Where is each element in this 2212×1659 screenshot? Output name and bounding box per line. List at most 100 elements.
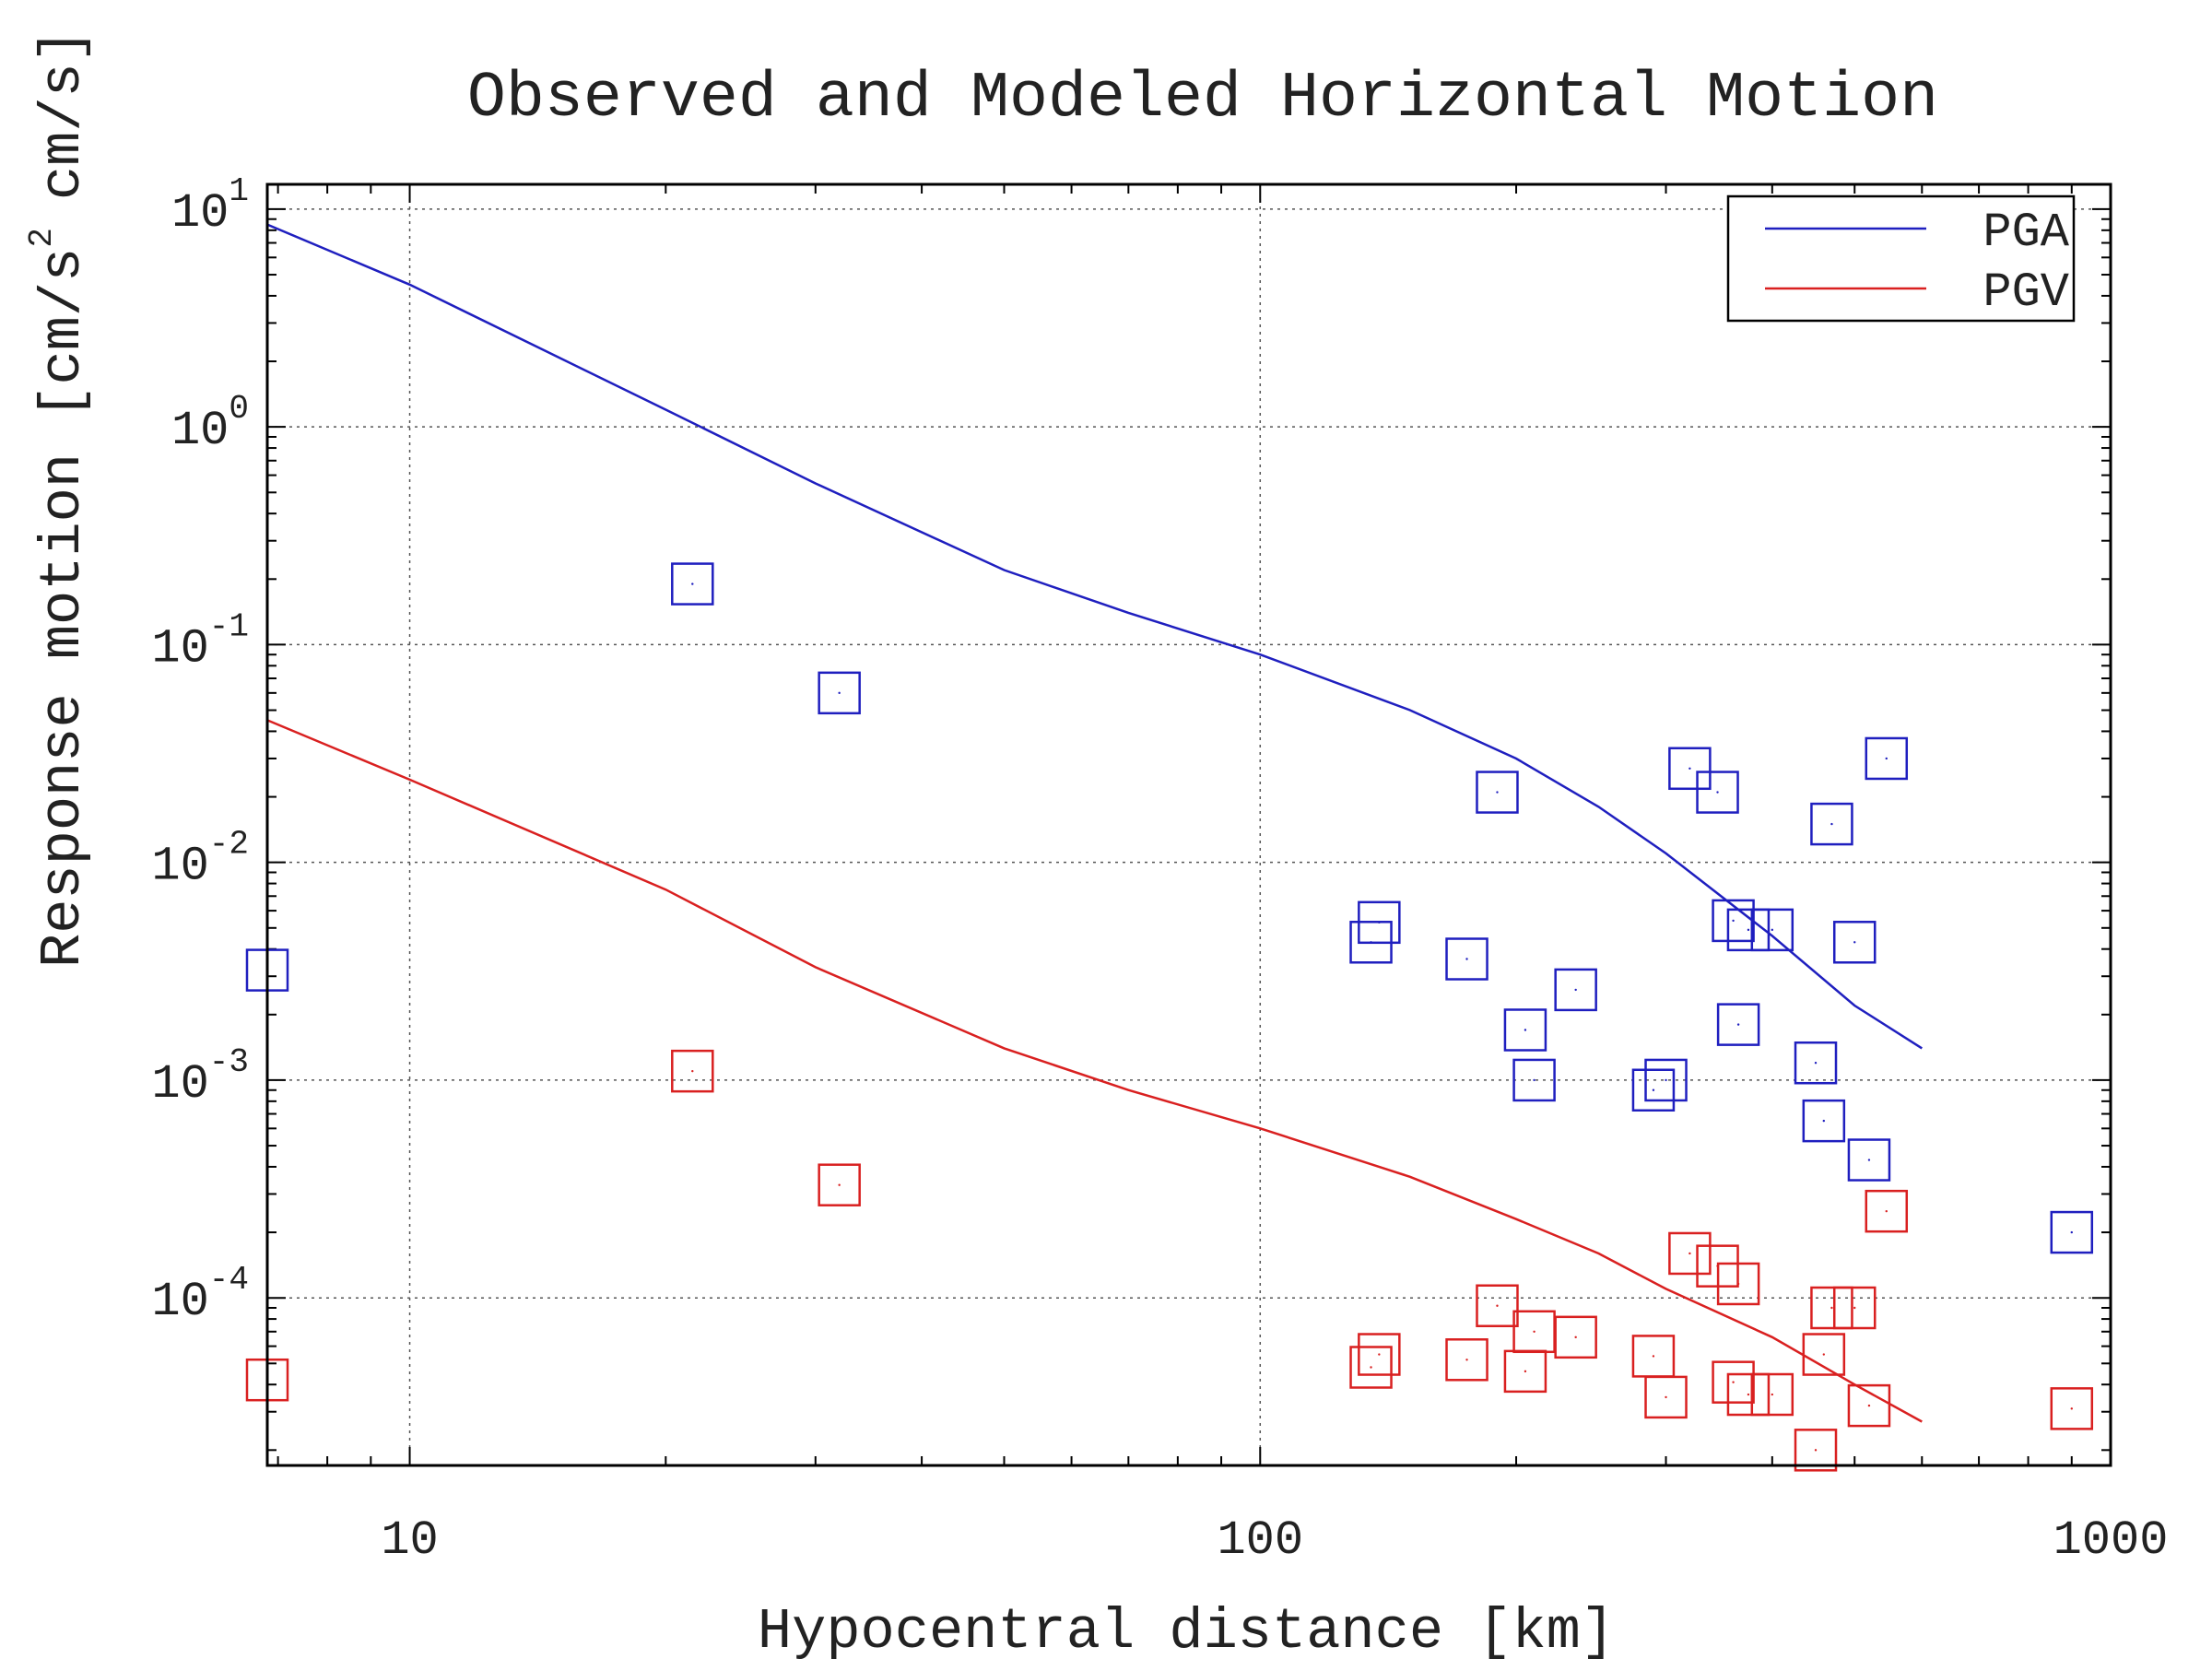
data-point-center (2070, 1407, 2073, 1410)
data-point-center (1830, 1306, 1833, 1310)
x-tick-labels: 10 100 1000 (381, 1513, 2168, 1568)
data-point (1512, 1058, 1556, 1102)
data-point (1554, 968, 1597, 1012)
legend-box (1726, 194, 2076, 323)
data-point-center (1732, 919, 1735, 923)
data-point-center (1736, 1282, 1740, 1286)
model-lines (266, 223, 1923, 1423)
data-point (1503, 1008, 1547, 1052)
data-point-center (1885, 757, 1888, 760)
data-point (1712, 1360, 1755, 1404)
y-tick-exponent: -3 (209, 1043, 249, 1081)
data-point (1476, 1284, 1519, 1327)
data-point (1358, 1333, 1401, 1376)
data-point-center (1688, 767, 1691, 770)
data-point (1802, 1333, 1846, 1376)
data-point (1696, 771, 1739, 814)
y-tick-label: 10-1 (151, 607, 249, 676)
data-point-center (1853, 1306, 1856, 1310)
x-tick-label: 1000 (2053, 1513, 2169, 1568)
data-point (1750, 908, 1794, 952)
data-point (1668, 1231, 1712, 1276)
data-point-center (1771, 1393, 1774, 1396)
model-line-pgv (266, 719, 1923, 1423)
data-point-center (1822, 1119, 1826, 1123)
data-point (1794, 1041, 1838, 1085)
data-point-center (1665, 1078, 1667, 1082)
data-point (1445, 937, 1488, 981)
model-line-pga (266, 223, 1923, 1050)
data-point-center (1747, 928, 1750, 932)
data-point-center (1736, 1023, 1740, 1026)
data-point (1865, 1189, 1909, 1233)
data-point (1847, 1383, 1891, 1428)
data-point-center (1378, 921, 1381, 924)
data-point (1865, 736, 1909, 781)
legend-label-pga: PGA (1983, 206, 2069, 260)
data-point-center (1496, 1304, 1499, 1307)
data-point-center (1465, 958, 1468, 960)
data-point (1847, 1138, 1891, 1182)
data-point (1726, 908, 1771, 952)
minor-ticks (267, 184, 2112, 1465)
data-point (1810, 1286, 1853, 1330)
x-tick-label: 10 (381, 1513, 438, 1568)
data-point-center (1533, 1330, 1535, 1333)
data-point-center (1652, 1355, 1655, 1358)
data-point-center (1814, 1449, 1818, 1452)
data-point-center (1822, 1353, 1826, 1356)
data-point-center (1885, 1209, 1888, 1213)
data-point-center (838, 691, 841, 695)
data-point-center (1830, 822, 1833, 826)
data-point (1445, 1338, 1488, 1382)
data-point-center (1652, 1088, 1655, 1091)
data-point (2050, 1387, 2094, 1430)
y-tick-base: 10 (151, 1057, 208, 1112)
data-point (1358, 900, 1401, 945)
data-point-center (1814, 1062, 1818, 1065)
grid (267, 184, 2111, 1465)
data-point-center (1771, 928, 1774, 932)
data-point (818, 671, 861, 715)
data-point (1716, 1262, 1760, 1306)
y-tick-base: 10 (171, 186, 229, 241)
plot-frame (265, 182, 2112, 1467)
data-point (1668, 747, 1712, 791)
y-tick-exponent: 1 (229, 172, 249, 210)
observed-points (245, 562, 2094, 1472)
data-point (1810, 802, 1853, 846)
data-point (1644, 1375, 1688, 1419)
y-tick-base: 10 (171, 404, 229, 458)
data-point (818, 1163, 861, 1206)
data-point-center (1533, 1078, 1535, 1082)
data-point (1794, 1429, 1838, 1472)
y-tick-base: 10 (151, 1275, 208, 1329)
data-point (1750, 1372, 1794, 1417)
y-tick-exponent: -1 (209, 607, 249, 645)
data-point-center (1465, 1359, 1468, 1361)
y-tick-label: 100 (171, 390, 249, 458)
x-axis-label: Hypocentral distance [km] (758, 1599, 1615, 1659)
data-point (1349, 1346, 1393, 1389)
data-point-center (1732, 1381, 1735, 1383)
data-point-center (1716, 791, 1719, 794)
data-point-center (1496, 791, 1499, 794)
data-point (671, 1049, 714, 1093)
y-tick-label: 10-3 (151, 1043, 249, 1112)
data-point (1631, 1068, 1676, 1112)
data-point-center (1688, 1252, 1691, 1255)
data-point (1832, 1286, 1877, 1330)
data-point-center (1574, 988, 1577, 992)
data-point-center (1853, 941, 1856, 944)
data-point (1716, 1003, 1760, 1046)
data-point-center (838, 1183, 841, 1186)
chart-title: Observed and Modeled Horizontal Motion (467, 63, 1938, 135)
y-tick-exponent: 0 (229, 390, 249, 428)
data-point-center (1665, 1395, 1667, 1399)
y-tick-exponent: -2 (209, 826, 249, 864)
data-point (2050, 1210, 2094, 1254)
x-tick-label: 100 (1217, 1513, 1303, 1568)
y-tick-label: 10-2 (151, 826, 249, 894)
